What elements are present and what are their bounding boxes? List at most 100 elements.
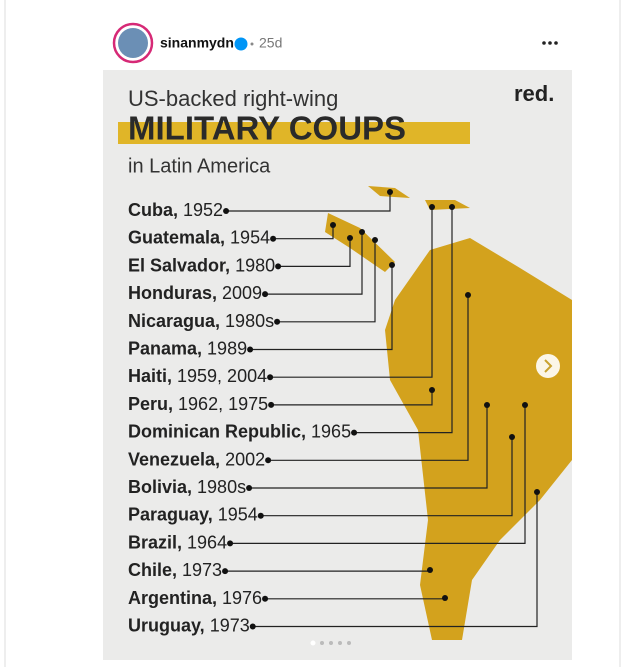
years: 1976 [222,588,262,608]
dot [442,595,448,601]
years: 1980s [225,311,274,331]
more-options[interactable] [542,41,558,45]
item-label: Chile, 1973 [128,560,222,580]
dot [222,568,229,575]
years: 1952 [183,200,223,220]
dot [484,402,490,408]
years: 1954 [230,227,270,247]
item-label: Haiti, 1959, 2004 [128,366,267,386]
years: 1973 [182,560,222,580]
item-label: Brazil, 1964 [128,532,227,552]
connector [265,232,363,295]
country: Bolivia, [128,477,192,497]
dot [274,318,281,325]
item-label: Nicaragua, 1980s [128,311,274,331]
carousel-dots [310,640,351,646]
dot [351,429,358,436]
dot [347,235,353,241]
years: 1965 [311,421,351,441]
dot [522,402,528,408]
dot [275,263,282,270]
item-label: Venezuela, 2002 [128,449,265,469]
country: Venezuela, [128,449,220,469]
dot [270,235,277,242]
dot [257,512,264,519]
avatar-ring[interactable] [112,22,154,64]
item-label: Panama, 1989 [128,338,247,358]
dot [427,567,433,573]
country: Dominican Republic, [128,421,306,441]
verified-badge [234,37,248,51]
dot [262,595,269,602]
country: El Salvador, [128,255,230,275]
item-label: Bolivia, 1980s [128,477,246,497]
years: 1973 [210,615,250,635]
country: Haiti, [128,366,172,386]
years: 1980s [197,477,246,497]
years: 1959, 2004 [177,366,267,386]
dot [429,387,435,393]
connector [273,225,334,240]
connector [252,492,538,628]
dot [247,346,254,353]
username[interactable]: sinanmydn [160,35,234,51]
title-main: MILITARY COUPS [128,110,406,147]
country: Panama, [128,338,202,358]
post-age: 25d [259,35,282,51]
next-icon [544,359,553,373]
next-button[interactable] [536,354,560,378]
brand: red. [514,81,554,106]
dot [359,229,365,235]
country: Argentina, [128,588,217,608]
connector [249,405,488,489]
dot [267,374,274,381]
country: Nicaragua, [128,311,220,331]
dot [268,401,275,408]
subtitle: in Latin America [128,155,271,177]
years: 1989 [207,338,247,358]
years: 1962, 1975 [178,394,268,414]
years: 2009 [222,283,262,303]
dot [262,291,269,298]
dot [246,485,253,491]
dot [372,237,378,243]
dot [429,204,435,210]
dot [465,292,471,298]
avatar[interactable] [118,28,148,58]
item-label: Honduras, 2009 [128,283,262,303]
dot [509,434,515,440]
country: Guatemala, [128,227,225,247]
dot [249,623,256,630]
item-label: El Salvador, 1980 [128,255,275,275]
dot [265,457,272,464]
connector [268,295,469,461]
country: Uruguay, [128,615,205,635]
connector [270,207,433,378]
item-label: Argentina, 1976 [128,588,262,608]
country: Brazil, [128,532,182,552]
dot [330,222,336,228]
item-label: Uruguay, 1973 [128,615,250,635]
connector [250,265,393,351]
title-line: US-backed right-wing [128,86,338,111]
connector [260,437,513,517]
connector [278,238,351,267]
country: Chile, [128,560,177,580]
dot [387,189,393,195]
country: Paraguay, [128,504,213,524]
item-label: Peru, 1962, 1975 [128,394,268,414]
country: Cuba, [128,200,178,220]
connector [277,240,376,323]
item-label: Paraguay, 1954 [128,504,258,524]
dot [389,262,395,268]
dot [227,540,234,547]
highlight [118,122,470,144]
years: 1980 [235,255,275,275]
country: Honduras, [128,283,217,303]
country: Peru, [128,394,173,414]
connector [271,390,433,406]
dot [449,204,455,210]
separator [250,42,254,46]
